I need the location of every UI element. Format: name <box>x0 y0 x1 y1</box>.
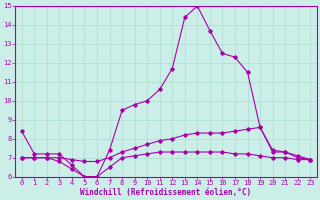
X-axis label: Windchill (Refroidissement éolien,°C): Windchill (Refroidissement éolien,°C) <box>80 188 252 197</box>
